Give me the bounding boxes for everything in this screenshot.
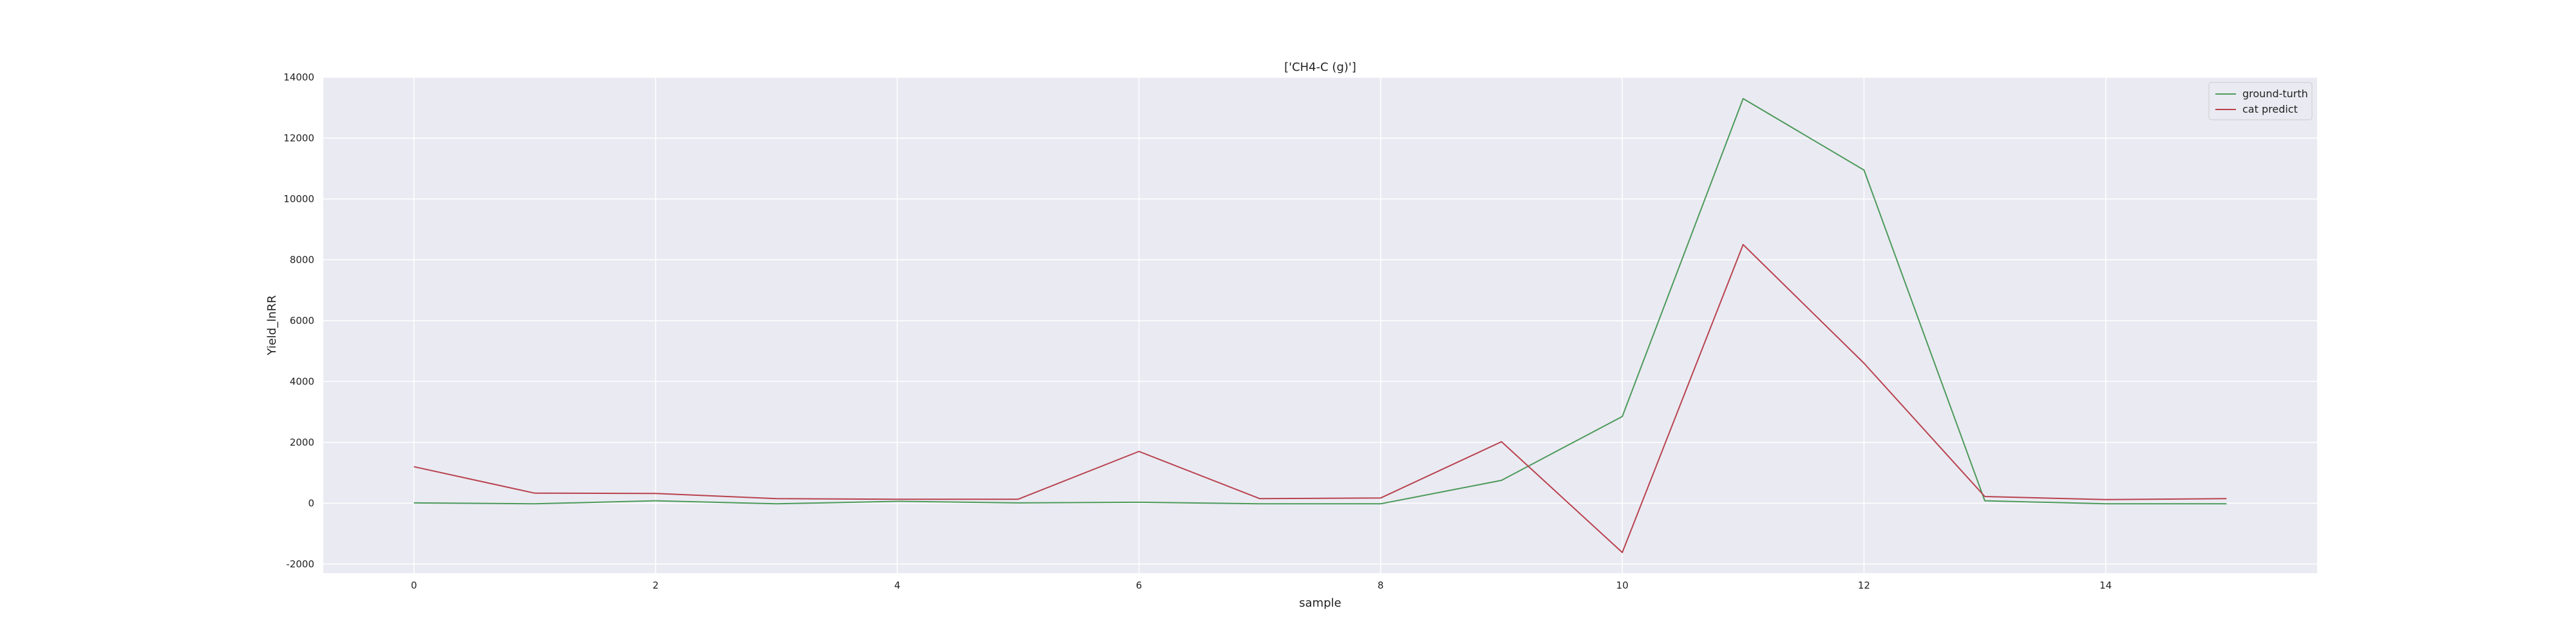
y-tick-label: 12000 (283, 132, 314, 144)
y-axis-label: Yield_lnRR (265, 295, 279, 355)
series-line-ground-turth (413, 98, 2227, 505)
legend-label-cat-predict: cat predict (2242, 103, 2298, 115)
x-axis-label: sample (1299, 596, 1341, 610)
y-tick-label: 0 (308, 497, 314, 509)
x-tick-label: 8 (1378, 580, 1384, 591)
legend-label-ground-turth: ground-turth (2242, 88, 2308, 100)
series-lines (413, 98, 2227, 553)
y-tick-label: -2000 (286, 558, 314, 570)
series-line-cat-predict (413, 243, 2227, 553)
chart-title: ['CH4-C (g)'] (1284, 61, 1356, 74)
y-tick-label: 10000 (283, 193, 314, 205)
x-tick-label: 2 (652, 580, 659, 591)
y-tick-label: 14000 (283, 71, 314, 83)
x-axis-ticks: 0 2 4 6 8 10 12 14 (411, 580, 2112, 591)
y-tick-label: 4000 (290, 375, 314, 387)
legend: ground-turth cat predict (2208, 82, 2313, 120)
x-tick-label: 12 (1858, 580, 1870, 591)
x-tick-label: 10 (1616, 580, 1629, 591)
y-axis-ticks: -2000 0 2000 4000 6000 8000 10000 12000 14000 (283, 71, 314, 570)
x-tick-label: 4 (894, 580, 900, 591)
x-tick-label: 14 (2099, 580, 2112, 591)
legend-box (2208, 82, 2313, 120)
y-tick-label: 6000 (290, 315, 314, 327)
x-tick-label: 6 (1136, 580, 1142, 591)
y-tick-label: 2000 (290, 437, 314, 448)
x-tick-label: 0 (411, 580, 417, 591)
y-tick-label: 8000 (290, 254, 314, 265)
